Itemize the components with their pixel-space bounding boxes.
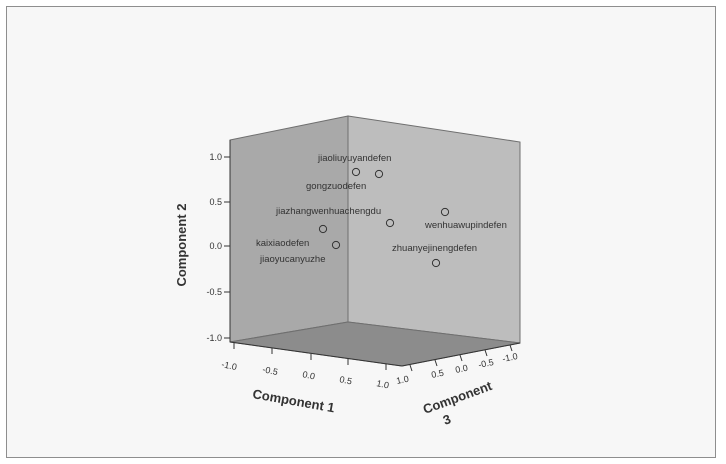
z-axis-line [401, 342, 521, 367]
y-tick-label: -0.5 [206, 287, 222, 297]
z-tick-label: 1.0 [395, 374, 409, 386]
data-point [431, 258, 441, 268]
data-point-label: wenhuawupindefen [424, 220, 507, 231]
data-point [374, 169, 384, 179]
z-axis-title-line1: Component [421, 378, 495, 417]
x-axis-title: Component 1 [251, 386, 335, 415]
data-point-label: gongzuodefen [306, 181, 366, 192]
z-tick-label: 0.5 [430, 368, 444, 380]
data-point [440, 207, 450, 217]
y-axis-title: Component 2 [174, 203, 189, 286]
y-tick-label: 0.0 [209, 241, 222, 251]
x-tick-label: 0.0 [302, 369, 316, 381]
data-point-label: jiaoyucanyuzhe [259, 254, 326, 265]
y-ticks: 1.0 0.5 0.0 -0.5 -1.0 [206, 152, 230, 343]
y-tick-label: 0.5 [209, 197, 222, 207]
left-wall [229, 115, 349, 343]
x-tick-label: 1.0 [376, 378, 390, 390]
x-axis-line [229, 341, 403, 367]
x-tick-label: 0.5 [339, 374, 353, 386]
data-point-label: zhuanyejinengdefen [392, 243, 477, 254]
z-axis-title-line2: 3 [441, 411, 453, 428]
y-tick-label: 1.0 [209, 152, 222, 162]
x-ticks: -1.0 -0.5 0.0 0.5 1.0 [221, 343, 390, 391]
data-point [331, 240, 341, 250]
x-tick-label: -0.5 [262, 364, 279, 377]
data-points: jiaoliuyuyandefen gongzuodefen jiazhangw… [256, 153, 507, 268]
z-tick-label: 0.0 [454, 363, 468, 375]
data-point [351, 167, 361, 177]
data-point [318, 224, 328, 234]
z-tick-label: -0.5 [477, 357, 494, 370]
data-point-label: kaixiaodefen [256, 238, 309, 249]
data-point-label: jiazhangwenhuachengdu [275, 206, 381, 217]
data-point [385, 218, 395, 228]
z-ticks: 1.0 0.5 0.0 -0.5 -1.0 [395, 344, 519, 386]
z-tick-label: -1.0 [501, 351, 518, 364]
data-point-label: jiaoliuyuyandefen [317, 153, 391, 164]
x-tick-label: -1.0 [221, 359, 238, 372]
y-tick-label: -1.0 [206, 333, 222, 343]
